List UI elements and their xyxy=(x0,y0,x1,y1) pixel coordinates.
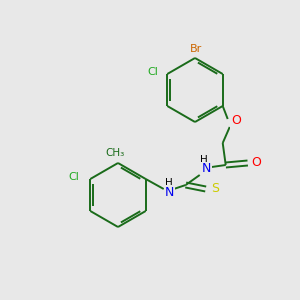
Text: Cl: Cl xyxy=(148,67,159,77)
Text: N: N xyxy=(165,185,174,199)
Text: CH₃: CH₃ xyxy=(105,148,124,158)
Text: O: O xyxy=(231,115,241,128)
Text: H: H xyxy=(200,155,208,165)
Text: Cl: Cl xyxy=(69,172,80,182)
Text: Br: Br xyxy=(190,44,202,54)
Text: O: O xyxy=(251,157,261,169)
Text: N: N xyxy=(202,163,211,176)
Text: S: S xyxy=(211,182,219,196)
Text: H: H xyxy=(165,178,172,188)
